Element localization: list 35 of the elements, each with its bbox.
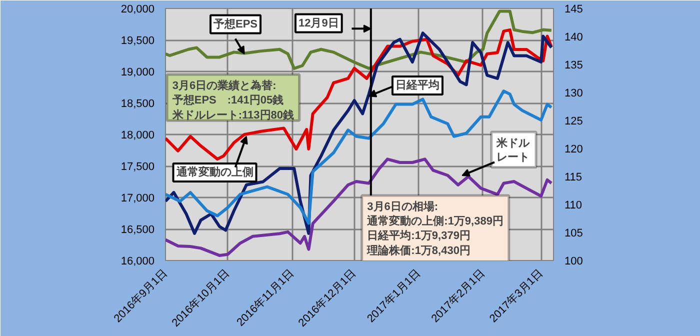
line-series (166, 28, 553, 161)
y2-tick-label: 110 (564, 200, 582, 212)
y2-tick-label: 120 (564, 144, 583, 156)
annotation: レート (496, 151, 530, 164)
line-series (166, 10, 553, 70)
y2-tick-label: 100 (564, 256, 583, 268)
annotation: 予想EPS (212, 17, 258, 30)
y-tick-label: 16,500 (120, 224, 155, 236)
y2-tick-label: 135 (564, 60, 583, 72)
annotation: 通常変動の上側 (175, 165, 254, 178)
annotation: 3月6日の業績と為替: (172, 79, 276, 92)
y2-tick-label: 125 (564, 116, 583, 128)
y-tick-label: 18,500 (120, 98, 155, 110)
y2-tick-label: 115 (564, 172, 582, 184)
line-series (166, 90, 553, 225)
y-tick-label: 19,500 (120, 35, 155, 47)
y2-tick-label: 145 (564, 4, 583, 16)
y-tick-label: 18,000 (120, 130, 155, 142)
annotation: 日経平均:1万9,379円 (367, 229, 470, 242)
annotation: 日経平均 (395, 78, 440, 92)
annotation: 通常変動の上側:1万9,389円 (366, 214, 504, 228)
y-tick-label: 17,000 (120, 192, 155, 204)
y-tick-label: 17,500 (120, 161, 155, 173)
y-tick-label: 19,000 (120, 66, 155, 78)
annotation: 3月6日の相場: (367, 200, 438, 214)
annotation: 米ドル (496, 136, 531, 150)
y2-tick-label: 105 (564, 228, 583, 240)
y2-tick-label: 140 (564, 32, 583, 44)
y2-tick-label: 130 (564, 88, 583, 100)
annotation: 米ドルレート:113円80銭 (171, 108, 294, 122)
y-tick-label: 16,000 (120, 256, 155, 268)
annotation: 予想EPS :141円05銭 (171, 94, 284, 107)
ref-line-label: 12月9日 (298, 17, 339, 30)
annotation: 理論株価:1万8,430円 (366, 244, 470, 257)
y-tick-label: 20,000 (120, 4, 155, 16)
